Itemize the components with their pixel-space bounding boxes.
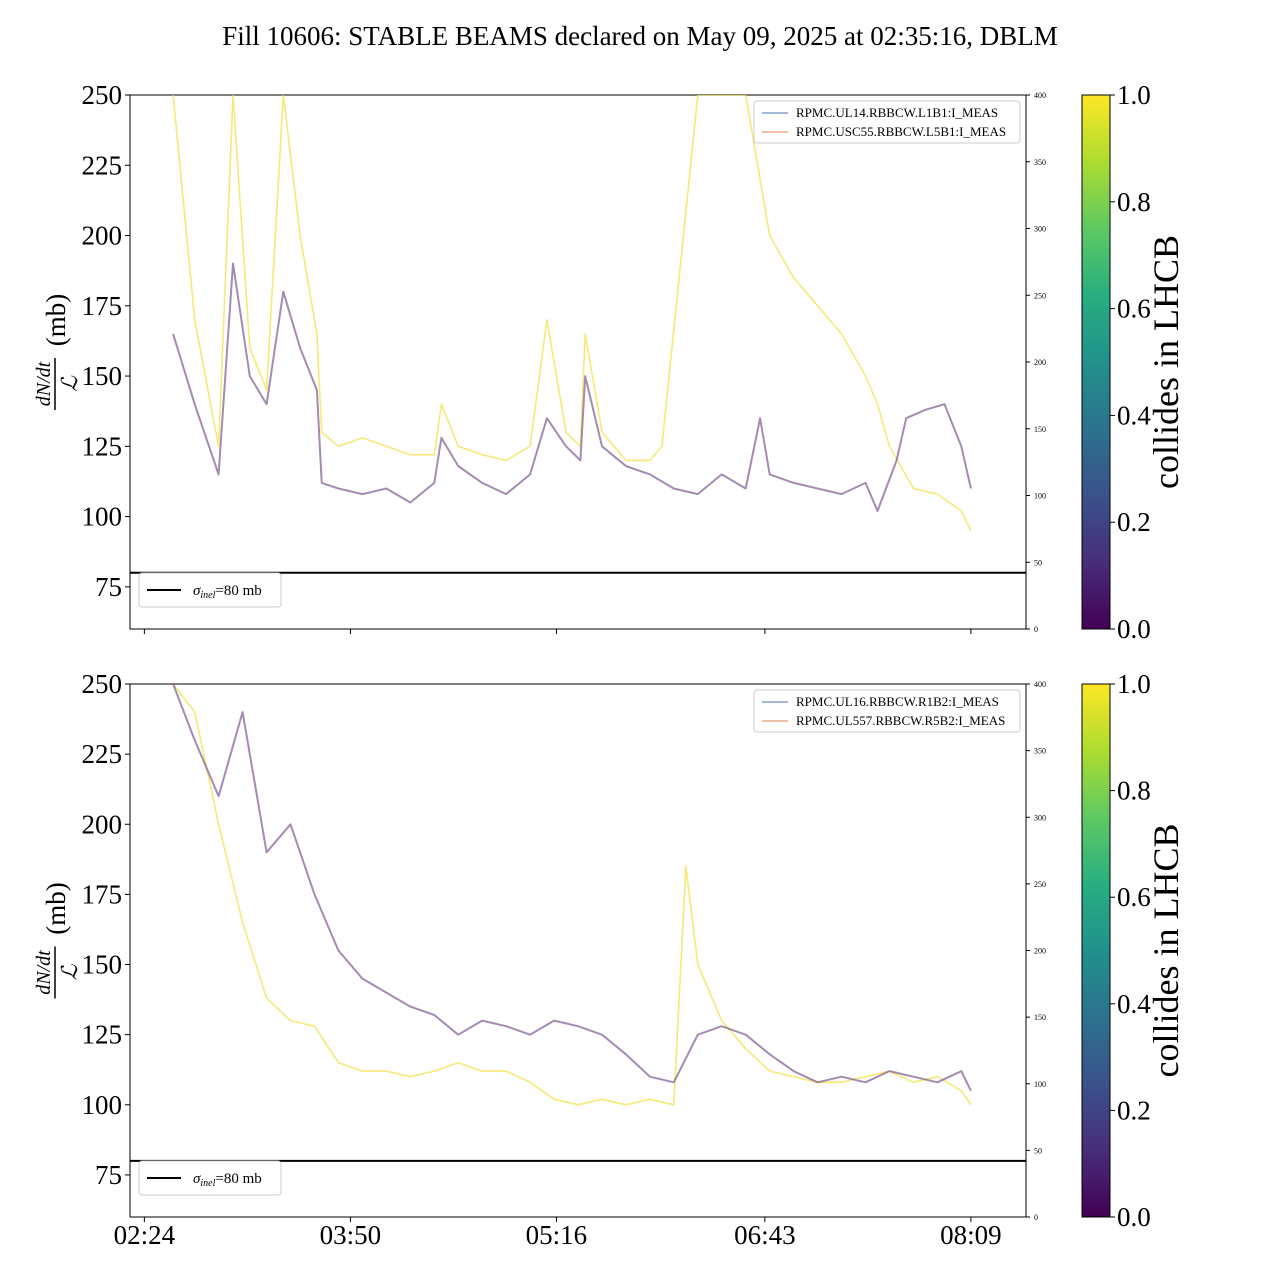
series-line-purple	[172, 684, 972, 1092]
x-tick-label: 08:09	[940, 1220, 1002, 1250]
y-label-unit: (mb)	[41, 294, 71, 346]
colorbar	[1081, 94, 1111, 630]
colorbar-label: collides in LHCB	[1146, 235, 1186, 489]
colorbar-tick-label: 0.6	[1117, 294, 1151, 324]
y-tick-label: 175	[82, 291, 123, 321]
y-tick-label: 200	[82, 809, 123, 839]
series-group	[172, 95, 972, 531]
y-axis-label: dN/dt ℒ (mb)	[33, 294, 82, 410]
y-tick-label: 150	[82, 361, 123, 391]
y-tick-label: 150	[82, 950, 123, 980]
x-tick-label: 05:16	[526, 1220, 588, 1250]
sigma-legend-label: σinel=80 mb	[193, 1171, 262, 1189]
y-label-numerator: dN/dt	[33, 950, 55, 995]
colorbar-tick-label: 0.0	[1117, 614, 1151, 644]
y-tick-label: 125	[82, 1020, 123, 1050]
y-tick-label: 200	[82, 221, 123, 251]
sigma-legend-label: σinel=80 mb	[193, 583, 262, 601]
right-y-tick-label: 300	[1034, 813, 1046, 822]
right-y-tick-label: 0	[1034, 625, 1038, 634]
right-y-tick-label: 250	[1034, 291, 1046, 300]
y-tick-label: 250	[82, 80, 123, 110]
right-y-tick-label: 150	[1034, 425, 1046, 434]
right-y-tick-label: 100	[1034, 1080, 1046, 1089]
right-y-tick-label: 400	[1034, 91, 1046, 100]
y-tick-label: 75	[95, 572, 122, 602]
colorbar-tick-label: 0.8	[1117, 776, 1151, 806]
colorbar-tick-label: 1.0	[1117, 80, 1151, 110]
y-tick-label: 250	[82, 669, 123, 699]
y-tick-label: 75	[95, 1160, 122, 1190]
right-y-tick-label: 350	[1034, 158, 1046, 167]
bottom-panel: 75 100 125 150 175 200 225 250 0 50 100 150 200 250 30…	[33, 669, 1186, 1250]
y-tick-label: 100	[82, 502, 123, 532]
series-legend-label: RPMC.UL557.RBBCW.R5B2:I_MEAS	[796, 713, 1005, 728]
colorbar	[1081, 683, 1111, 1218]
series-line-purple	[172, 262, 972, 512]
colorbar-tick-label: 1.0	[1117, 669, 1151, 699]
series-line-yellow	[172, 684, 972, 1106]
colorbar-tick-label: 0.2	[1117, 507, 1151, 537]
y-label-denominator: ℒ	[57, 375, 82, 392]
colorbar-tick-label: 0.0	[1117, 1202, 1151, 1232]
x-tick-label: 03:50	[320, 1220, 382, 1250]
series-legend-label: RPMC.USC55.RBBCW.L5B1:I_MEAS	[796, 124, 1006, 139]
y-axis-label: dN/dt ℒ (mb)	[33, 882, 82, 999]
y-label-unit: (mb)	[41, 882, 71, 934]
plot-area	[129, 94, 1027, 630]
right-y-tick-label: 400	[1034, 680, 1046, 689]
right-y-tick-label: 150	[1034, 1013, 1046, 1022]
colorbar-tick-label: 0.6	[1117, 882, 1151, 912]
colorbar-tick-label: 0.8	[1117, 187, 1151, 217]
series-legend-box	[753, 689, 1021, 733]
right-y-tick-label: 300	[1034, 225, 1046, 234]
series-legend-box	[753, 100, 1021, 144]
series-group	[172, 684, 972, 1106]
y-label-numerator: dN/dt	[33, 361, 55, 406]
y-tick-label: 225	[82, 739, 123, 769]
x-tick-label: 02:24	[114, 1220, 176, 1250]
right-y-tick-label: 350	[1034, 747, 1046, 756]
y-tick-label: 225	[82, 150, 123, 180]
x-tick-label: 06:43	[734, 1220, 796, 1250]
right-y-tick-label: 50	[1034, 1146, 1042, 1155]
y-tick-label: 125	[82, 431, 123, 461]
sigma-legend-box	[138, 572, 282, 608]
sigma-legend-box	[138, 1160, 282, 1196]
right-y-tick-label: 250	[1034, 880, 1046, 889]
colorbar-label: collides in LHCB	[1146, 824, 1186, 1078]
colorbar-tick-label: 0.2	[1117, 1095, 1151, 1125]
colorbar-tick-label: 0.4	[1117, 400, 1151, 430]
y-tick-label: 100	[82, 1090, 123, 1120]
right-y-tick-label: 200	[1034, 358, 1046, 367]
right-y-tick-label: 50	[1034, 558, 1042, 567]
top-panel: 75 100 125 150 175 200 225 250 0 50 100 150 200 250 30…	[33, 80, 1186, 644]
y-tick-label: 175	[82, 879, 123, 909]
series-legend-label: RPMC.UL14.RBBCW.L1B1:I_MEAS	[796, 105, 998, 120]
right-y-tick-label: 0	[1034, 1213, 1038, 1222]
right-y-tick-label: 100	[1034, 492, 1046, 501]
y-label-denominator: ℒ	[57, 963, 82, 980]
series-line-yellow	[172, 95, 972, 531]
colorbar-tick-label: 0.4	[1117, 989, 1151, 1019]
right-y-tick-label: 200	[1034, 947, 1046, 956]
plot-area	[129, 683, 1027, 1218]
series-legend-label: RPMC.UL16.RBBCW.R1B2:I_MEAS	[796, 694, 999, 709]
chart-title: Fill 10606: STABLE BEAMS declared on May…	[222, 21, 1058, 51]
